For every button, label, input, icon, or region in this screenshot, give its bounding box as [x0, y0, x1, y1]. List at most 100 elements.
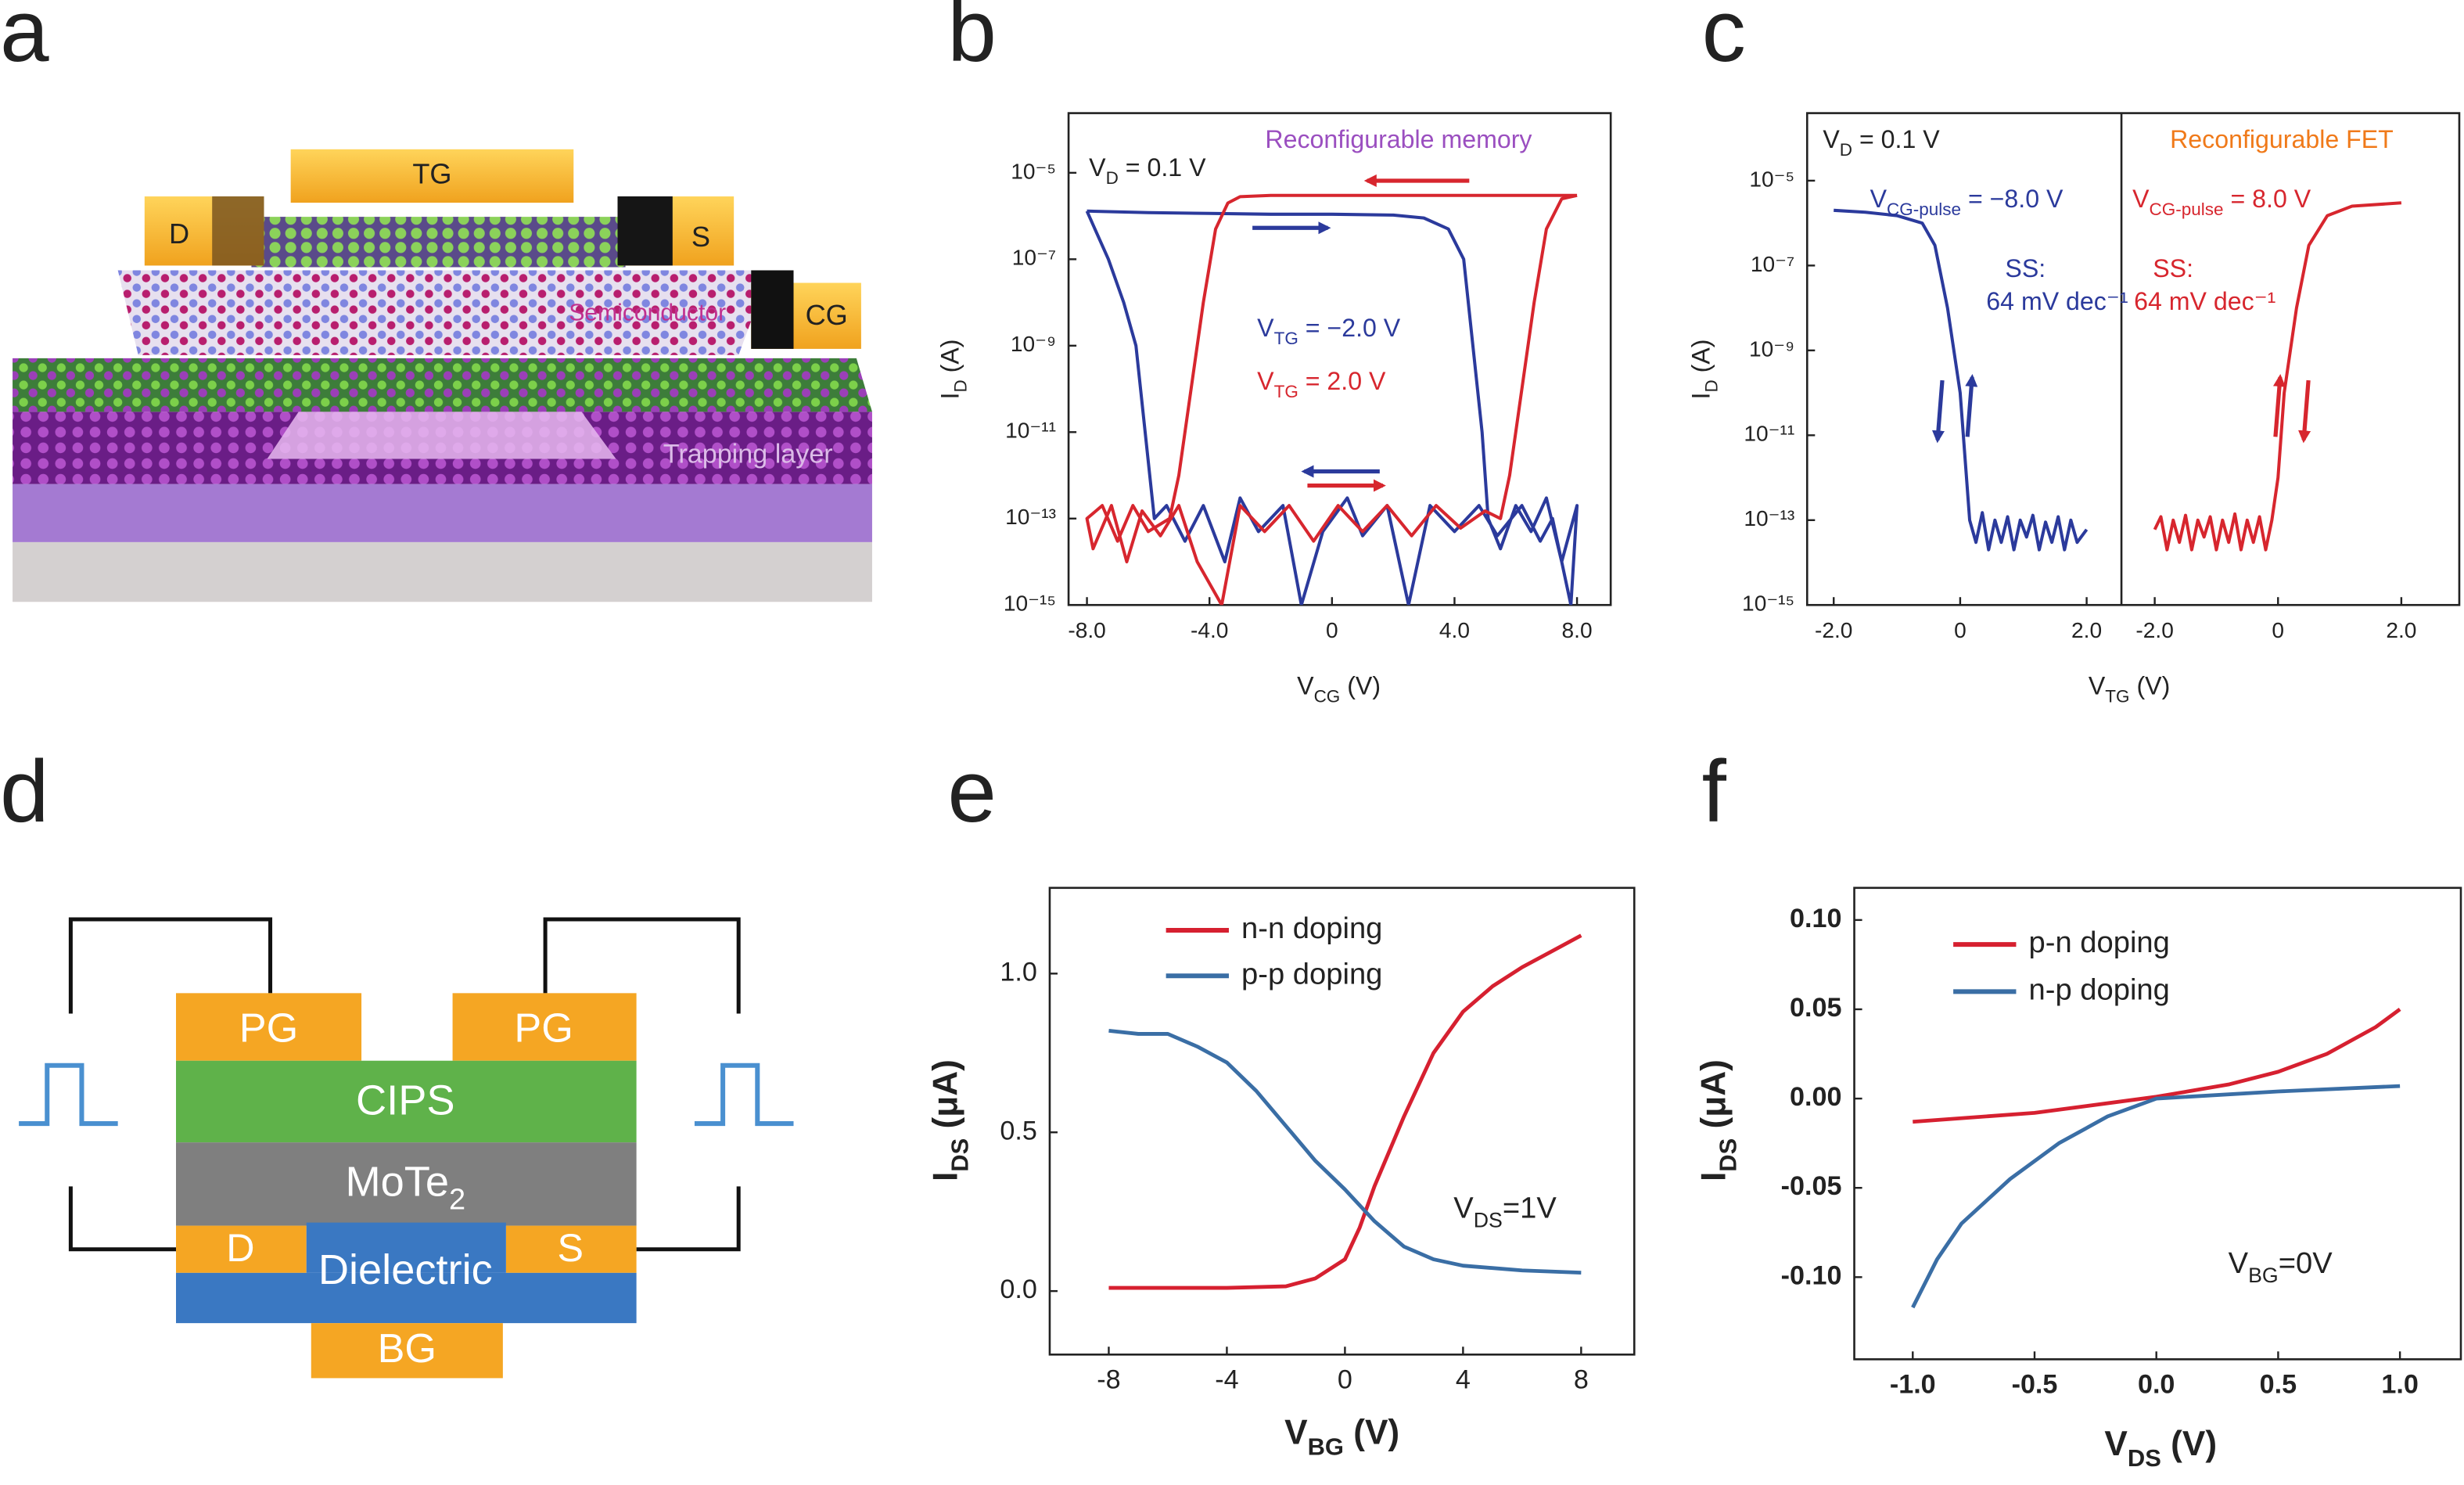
dielectric-base: [176, 1272, 637, 1324]
x-axis-label: VTG (V): [2089, 672, 2170, 707]
bottom-gate: [311, 1323, 503, 1379]
x-tick-label: 1.0: [2381, 1369, 2418, 1399]
subscript: D: [951, 379, 971, 392]
y-axis-label: ID (A): [936, 340, 971, 400]
panel-label: f: [1702, 742, 1727, 840]
channel: [176, 1142, 637, 1226]
x-tick-label: -8.0: [1068, 618, 1105, 642]
subscript: TG: [1274, 383, 1298, 402]
text-part: MoTe: [345, 1159, 449, 1206]
x-tick-label: 0: [2272, 618, 2284, 642]
subscript: CG: [1314, 687, 1341, 707]
x-tick-label: 0: [1326, 618, 1338, 642]
annotation: VCG-pulse = 8.0 V: [2132, 185, 2311, 220]
pulse: [694, 1063, 794, 1127]
text-part: I: [936, 393, 964, 400]
x-tick-label: 8.0: [1562, 618, 1593, 642]
plot-frame: [1853, 886, 2462, 1361]
text-part: V: [1089, 153, 1106, 182]
y-tick-label: 0.00: [1790, 1082, 1841, 1112]
text-part: I: [1687, 393, 1715, 400]
plot-frame: [1067, 112, 1612, 606]
text-part: V: [2104, 1424, 2128, 1462]
data-line: [1834, 208, 2089, 552]
text-part: V: [1870, 185, 1888, 214]
pulse: [19, 1063, 118, 1127]
y-axis-label: IDS (μA): [926, 1059, 973, 1181]
label: Semiconductor: [569, 300, 726, 326]
x-tick-label: -1.0: [1890, 1369, 1936, 1399]
y-tick-label: 10⁻⁹: [1011, 332, 1056, 356]
label: MoTe2: [345, 1159, 465, 1217]
x-tick-label: 8: [1574, 1365, 1589, 1394]
text-part: (V): [2161, 1424, 2217, 1462]
text-part: (μA): [926, 1059, 964, 1138]
subscript: D: [1702, 379, 1722, 392]
y-tick-label: 10⁻⁵: [1749, 167, 1794, 191]
device-d-layers: PG PG CIPS MoTe2 D Dielectric S BG: [176, 993, 637, 1379]
trap-region: [267, 412, 616, 459]
control-gate-side: [751, 270, 794, 349]
y-tick-label: 10⁻¹⁵: [1004, 591, 1056, 616]
data-line: [1108, 1028, 1582, 1275]
text-part: (μA): [1694, 1059, 1733, 1138]
x-tick-label: 0: [1954, 618, 1967, 642]
annotation: VTG = −2.0 V: [1257, 314, 1401, 348]
annotation: VD = 0.1 V: [1089, 153, 1206, 188]
plot-frame: [1805, 112, 2461, 606]
annotation: VCG-pulse = −8.0 V: [1870, 185, 2064, 220]
top-atom-layer: [251, 217, 626, 268]
text-part: (V): [1344, 1413, 1399, 1451]
annotation: VD = 0.1 V: [1823, 125, 1940, 160]
annotation: 64 mV dec⁻¹: [1986, 287, 2128, 315]
subscript: TG: [2105, 687, 2129, 707]
panel-label: a: [0, 0, 49, 80]
label: CIPS: [356, 1077, 455, 1124]
device-d: [19, 917, 794, 1252]
text-part: =1V: [1503, 1192, 1557, 1225]
x-axis-label: VCG (V): [1297, 672, 1381, 707]
legend-label: p-n doping: [2029, 926, 2170, 959]
text-part: I: [926, 1172, 964, 1181]
legend-label: n-n doping: [1241, 911, 1382, 945]
label: D: [169, 218, 189, 250]
oxide-layer: [13, 484, 872, 542]
subscript: 2: [449, 1183, 465, 1216]
label: S: [557, 1226, 584, 1270]
data-line: [1108, 933, 1582, 1290]
annotation: Reconfigurable FET: [2170, 125, 2394, 153]
y-tick-label: 0.10: [1790, 904, 1841, 933]
arrow: [2298, 379, 2311, 444]
y-tick-label: 0.05: [1790, 993, 1841, 1023]
y-tick-label: 10⁻¹¹: [1005, 419, 1056, 443]
label: PG: [514, 1005, 573, 1051]
text-part: = −8.0 V: [1961, 185, 2064, 214]
device-a: TG D S CG Semiconductor Trapping layer: [13, 149, 872, 602]
subscript: DS: [1714, 1138, 1741, 1172]
bottom-atom-layer: [13, 358, 872, 412]
subscript: BG: [2248, 1264, 2279, 1287]
label: D: [226, 1226, 254, 1270]
x-axis-label: VBG (V): [1284, 1413, 1399, 1460]
x-tick-label: -2.0: [2135, 618, 2173, 642]
drain: [176, 1225, 307, 1273]
y-tick-label: 10⁻¹¹: [1744, 422, 1794, 446]
text-part: =0V: [2279, 1246, 2333, 1280]
annotation: Reconfigurable memory: [1265, 125, 1532, 153]
x-tick-label: -2.0: [1815, 618, 1852, 642]
legend-label: n-p doping: [2029, 973, 2170, 1006]
label: Trapping layer: [663, 439, 833, 469]
y-tick-label: 0.5: [1000, 1116, 1036, 1145]
text-part: = 8.0 V: [2224, 185, 2311, 214]
label: TG: [412, 157, 451, 189]
text-part: = 0.1 V: [1119, 153, 1206, 182]
y-axis-label: ID (A): [1687, 340, 1722, 400]
label: PG: [239, 1005, 298, 1051]
panel-label: b: [947, 0, 997, 80]
panel-label: c: [1702, 0, 1746, 80]
x-tick-label: -4: [1215, 1365, 1238, 1394]
panel-label: d: [0, 742, 49, 840]
subscript: DS: [1474, 1209, 1503, 1232]
annotation: VDS=1V: [1453, 1192, 1557, 1232]
